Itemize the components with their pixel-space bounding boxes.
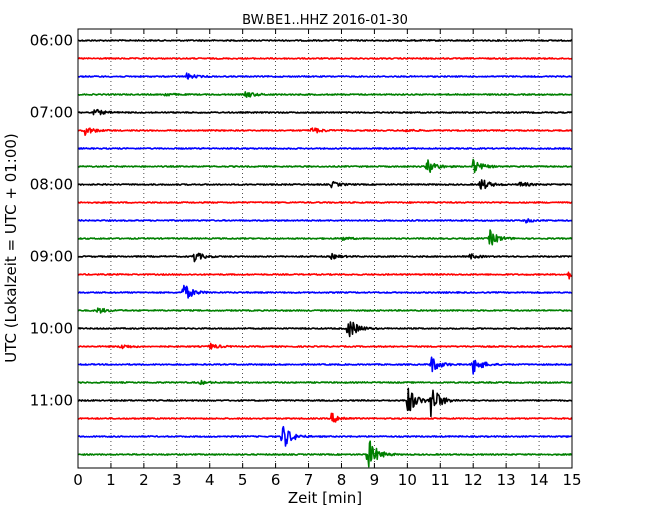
x-tick-label: 11 bbox=[431, 471, 450, 489]
x-tick-label: 15 bbox=[562, 471, 581, 489]
trace-line bbox=[77, 379, 573, 386]
trace-line bbox=[77, 387, 573, 418]
trace-line bbox=[77, 356, 573, 375]
trace-line bbox=[77, 342, 573, 350]
plot-frame bbox=[77, 28, 573, 469]
trace-line bbox=[77, 57, 573, 60]
y-tick-label: 11:00 bbox=[30, 392, 73, 410]
trace-line bbox=[77, 201, 573, 204]
trace-line bbox=[77, 127, 573, 136]
x-tick-label: 10 bbox=[398, 471, 417, 489]
x-axis: 0 1 2 3 4 5 6 7 8 9 10 11 12 13 14 15 bbox=[73, 29, 582, 489]
trace-line bbox=[77, 440, 573, 468]
trace-line bbox=[77, 412, 573, 423]
trace-line bbox=[77, 252, 573, 263]
trace-line bbox=[77, 108, 573, 116]
y-axis-label: UTC (Lokalzeit = UTC + 01:00) bbox=[2, 133, 20, 363]
x-tick-label: 8 bbox=[337, 471, 347, 489]
x-tick-label: 12 bbox=[464, 471, 483, 489]
trace-line bbox=[77, 425, 573, 447]
x-tick-label: 0 bbox=[73, 471, 83, 489]
x-tick-label: 2 bbox=[139, 471, 149, 489]
y-tick-label: 09:00 bbox=[30, 248, 73, 266]
x-tick-label: 4 bbox=[205, 471, 215, 489]
y-tick-label: 10:00 bbox=[30, 320, 73, 338]
trace-line bbox=[77, 307, 573, 314]
y-tick-label: 07:00 bbox=[30, 104, 73, 122]
x-tick-label: 6 bbox=[271, 471, 281, 489]
trace-line bbox=[77, 321, 573, 338]
chart-title: BW.BE1..HHZ 2016-01-30 bbox=[242, 13, 408, 28]
trace-line bbox=[77, 218, 573, 224]
trace-line bbox=[77, 229, 573, 246]
trace-line bbox=[77, 284, 573, 299]
trace-line bbox=[77, 271, 573, 280]
trace-line bbox=[77, 147, 573, 150]
x-tick-label: 7 bbox=[304, 471, 314, 489]
y-tick-label: 08:00 bbox=[30, 176, 73, 194]
trace-line bbox=[77, 39, 573, 42]
x-tick-label: 13 bbox=[497, 471, 516, 489]
x-tick-label: 5 bbox=[238, 471, 248, 489]
trace-line bbox=[77, 179, 573, 190]
trace-group bbox=[77, 39, 573, 468]
y-axis: 06:00 07:00 08:00 09:00 10:00 11:00 bbox=[30, 32, 572, 410]
x-tick-label: 3 bbox=[172, 471, 182, 489]
y-tick-label: 06:00 bbox=[30, 32, 73, 50]
x-axis-label: Zeit [min] bbox=[288, 489, 362, 507]
x-tick-label: 1 bbox=[106, 471, 116, 489]
trace-line bbox=[77, 158, 573, 174]
trace-line bbox=[77, 72, 573, 80]
trace-line bbox=[77, 91, 573, 98]
x-tick-label: 14 bbox=[530, 471, 549, 489]
x-tick-label: 9 bbox=[370, 471, 380, 489]
